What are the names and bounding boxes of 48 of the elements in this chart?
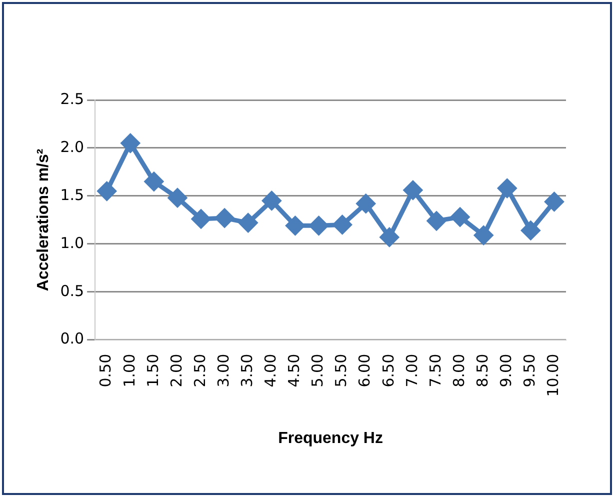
x-tick-label: 2.50 xyxy=(190,354,209,388)
point xyxy=(498,179,516,198)
y-tick-label: 0.0 xyxy=(60,330,84,348)
point xyxy=(238,214,258,232)
x-tick-label: 1.50 xyxy=(144,354,162,388)
x-tick-label: 7.00 xyxy=(402,354,421,388)
point xyxy=(380,228,399,246)
point xyxy=(215,208,234,228)
point xyxy=(310,216,328,235)
x-tick-label: 6.50 xyxy=(379,354,398,388)
x-tick-label: 6.00 xyxy=(356,354,374,388)
point xyxy=(98,182,116,200)
x-tick-label: 0.50 xyxy=(96,354,115,388)
x-tick-label: 8.50 xyxy=(473,354,492,388)
y-tick-label: 1.5 xyxy=(60,186,84,204)
x-tick-label: 8.00 xyxy=(450,354,468,388)
point xyxy=(168,188,187,208)
y-tick-label: 1.0 xyxy=(60,234,84,252)
y-tick-label: 2.0 xyxy=(60,138,84,156)
x-tick-label: 3.00 xyxy=(214,354,232,388)
point xyxy=(121,134,140,152)
x-tick-label: 7.50 xyxy=(426,354,444,388)
point xyxy=(356,194,376,213)
point xyxy=(192,210,210,228)
point xyxy=(521,221,540,240)
x-tick-label: 3.50 xyxy=(238,354,256,388)
point xyxy=(286,216,304,235)
y-tick-label: 0.5 xyxy=(60,282,84,300)
point xyxy=(450,208,470,226)
x-tick-label: 5.00 xyxy=(308,354,327,388)
point xyxy=(404,180,422,200)
x-tick-label: 5.50 xyxy=(332,354,350,388)
point xyxy=(333,215,352,234)
point xyxy=(474,226,493,245)
x-tick-label: 4.00 xyxy=(262,354,280,388)
x-tick-label: 9.50 xyxy=(520,354,539,388)
x-tick-label: 2.00 xyxy=(167,354,186,388)
x-tick-label: 1.00 xyxy=(120,354,138,388)
point xyxy=(144,172,164,191)
point xyxy=(427,212,446,230)
x-tick-label: 10.00 xyxy=(544,354,562,397)
point xyxy=(262,191,281,210)
y-tick-label: 2.5 xyxy=(60,90,84,108)
y-axis-title: Accelerations m/s² xyxy=(35,148,52,292)
x-tick-label: 9.00 xyxy=(497,354,516,388)
point xyxy=(544,192,564,211)
x-tick-label: 4.50 xyxy=(285,354,304,388)
x-axis-title: Frequency Hz xyxy=(278,430,383,447)
